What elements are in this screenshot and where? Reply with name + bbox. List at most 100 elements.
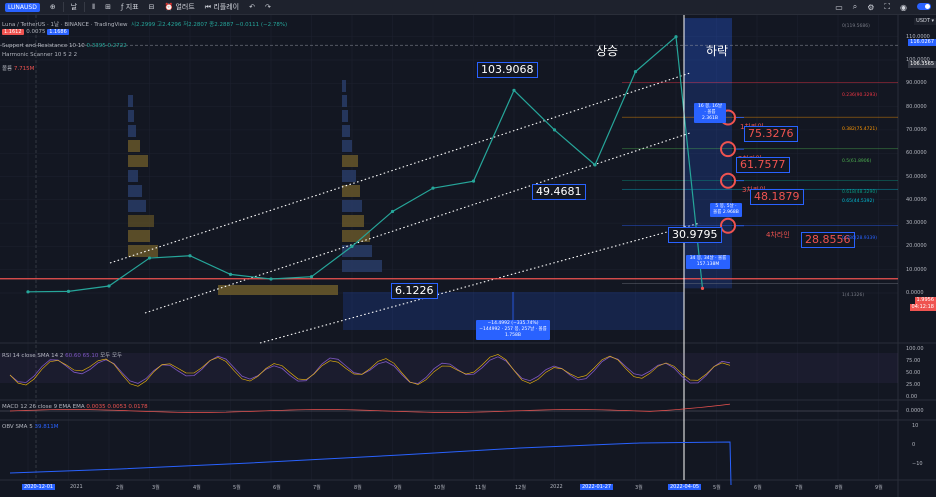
- range-info-box: −14.4992 (−335.74%) −144992 · 257 봉, 257…: [476, 320, 550, 340]
- obv-value: 39.811M: [34, 424, 59, 430]
- legend-volume-row: 볼륨 7.715M: [2, 64, 34, 72]
- gear-icon[interactable]: ⚙: [867, 2, 875, 12]
- base-price-box[interactable]: 6.1226: [391, 283, 438, 299]
- line3-value-box[interactable]: 48.1879: [750, 189, 804, 205]
- time-axis-label: 7월: [795, 485, 803, 491]
- rsi-signal-line: [9, 354, 731, 387]
- mid-info-box: 5 봉, 5날 · 볼륨 2.968B: [710, 203, 742, 217]
- indicator-icon: ƒ: [121, 3, 124, 11]
- ath-price-tag: 116.0267: [908, 39, 936, 46]
- rsi-axis-label: 25.00: [906, 382, 921, 388]
- toolbar-right: ▭ ⌕ ⚙ ⛶ ◉: [830, 2, 936, 12]
- line4-tag: 4차라인: [766, 231, 790, 239]
- currency-select[interactable]: USDT ▾: [914, 18, 936, 25]
- indicators-button[interactable]: ƒ 지표: [116, 0, 144, 15]
- mid-price-box[interactable]: 49.4681: [532, 184, 586, 200]
- chart-area[interactable]: Luna / TetherUS · 1날 · BINANCE · Trading…: [0, 15, 936, 497]
- redo-button[interactable]: ↷: [260, 0, 276, 15]
- volume-profile-bar: [128, 230, 150, 242]
- fib-level-label: 0(119.5686): [842, 24, 870, 30]
- target-circle: [720, 217, 736, 234]
- compare-button[interactable]: ⊞: [100, 0, 116, 15]
- price-point: [552, 128, 557, 132]
- ath-price-box[interactable]: 103.9068: [477, 62, 538, 78]
- rewind-icon: ⏮: [204, 2, 212, 11]
- rsi-extra: 모두 모두: [100, 353, 123, 359]
- bar-style-button[interactable]: ⫴: [87, 0, 100, 15]
- line4-value-box[interactable]: 28.8556: [801, 232, 855, 248]
- price-axis-label: 20.0000: [906, 243, 927, 250]
- price-point: [147, 256, 152, 260]
- time-axis-label: 8월: [835, 485, 843, 491]
- legend-ohlc: 시2.2999 고2.4296 저2.2807 종2.2887 −0.0111 …: [131, 22, 288, 28]
- symbol-badge[interactable]: LUNAUSD: [5, 2, 40, 12]
- publish-toggle[interactable]: [912, 2, 936, 12]
- rsi-axis-label: 50.00: [906, 370, 921, 376]
- price-axis-label: 0.0000: [906, 290, 924, 296]
- target-circle: [720, 141, 736, 158]
- time-axis-label: 3월: [152, 485, 160, 491]
- price-point: [66, 289, 71, 293]
- obv-axis-label: −10: [912, 461, 923, 467]
- volume-profile-bar: [342, 155, 358, 167]
- macd-values: 0.0035 0.0053 0.0178: [86, 404, 148, 410]
- sell-button[interactable]: 1.1612: [2, 29, 24, 35]
- price-axis-label: 30.0000: [906, 220, 927, 227]
- fib-level-label: 1(4.1326): [842, 293, 865, 299]
- symbol-search[interactable]: LUNAUSD: [0, 0, 45, 15]
- sr-indicator-label: Support and Resistance 10 10: [2, 43, 85, 49]
- level-price-tag: 106.3565: [908, 61, 936, 68]
- time-axis-label: 2020-12-01: [22, 484, 56, 490]
- interval-button[interactable]: 날: [70, 3, 78, 11]
- alerts-button[interactable]: ⏰ 얼러트: [159, 0, 199, 15]
- fullscreen-icon[interactable]: ⛶: [884, 2, 891, 11]
- compare-icon: ⊞: [105, 3, 112, 11]
- line2-value-box[interactable]: 61.7577: [736, 157, 790, 173]
- volume-profile-bar: [128, 125, 136, 137]
- redo-icon: ↷: [264, 3, 271, 11]
- spread-value: 0.0075: [26, 29, 46, 35]
- volume-profile-bar: [342, 110, 348, 122]
- price-point: [269, 277, 273, 281]
- undo-button[interactable]: ↶: [244, 0, 260, 15]
- grid-icon: ⊟: [148, 3, 155, 11]
- volume-profile-bar: [342, 125, 350, 137]
- volume-profile-bar: [342, 260, 382, 272]
- macd-axis-label: 0.0000: [906, 408, 924, 414]
- legend-rsi-row: RSI 14 close SMA 14 2 60.60 65.10 모두 모두: [2, 351, 122, 359]
- volume-profile-bar: [128, 140, 140, 152]
- volume-value: 7.715M: [13, 66, 35, 72]
- obv-axis-label: 10: [912, 423, 919, 429]
- volume-profile-bar: [342, 80, 346, 92]
- price-series-line: [27, 35, 704, 293]
- time-axis-label: 4월: [193, 485, 201, 491]
- line1-value-box[interactable]: 75.3276: [744, 126, 798, 142]
- current-price-tag: 1.9956: [914, 297, 936, 304]
- divider: [84, 2, 86, 12]
- price-point: [188, 254, 192, 258]
- search-icon[interactable]: ⌕: [852, 2, 858, 11]
- alerts-label: 얼러트: [175, 3, 195, 11]
- replay-button[interactable]: ⏮ 리플레이: [200, 0, 244, 15]
- indicators-label: 지표: [125, 3, 139, 11]
- volume-profile-bar: [128, 110, 134, 122]
- price-point: [700, 286, 705, 290]
- price-axis-label: 110.0000: [906, 33, 930, 40]
- layout-button[interactable]: ▭: [835, 2, 843, 12]
- rsi-label: RSI 14 close SMA 14 2: [2, 353, 64, 359]
- top-measure-box: [684, 18, 732, 84]
- add-symbol-button[interactable]: ⊕: [45, 0, 61, 15]
- buy-button[interactable]: 1.1686: [47, 29, 69, 35]
- low-price-box[interactable]: 30.9795: [668, 227, 722, 243]
- price-point: [390, 209, 395, 214]
- camera-icon[interactable]: ◉: [900, 2, 907, 12]
- templates-button[interactable]: ⊟: [144, 0, 160, 15]
- time-axis-label: 2022-04-05: [668, 484, 702, 490]
- price-axis-label: 40.0000: [906, 196, 927, 203]
- legend-title-row: Luna / TetherUS · 1날 · BINANCE · Trading…: [2, 20, 287, 28]
- time-axis-label: 11월: [475, 485, 486, 491]
- price-point: [593, 163, 597, 167]
- alarm-icon: ⏰: [164, 3, 174, 11]
- rsi-band: [0, 353, 898, 383]
- time-axis-label: 2022-01-27: [580, 484, 614, 490]
